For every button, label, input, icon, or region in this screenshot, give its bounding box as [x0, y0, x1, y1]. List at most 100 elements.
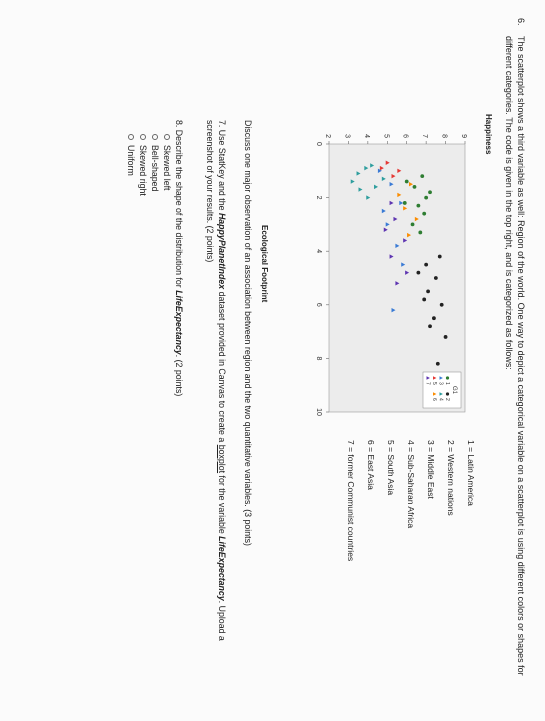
option-label: Bell-shaped — [150, 145, 160, 192]
data-point-series-5 — [397, 168, 402, 173]
code-4: 4 = Sub-Saharan Africa — [406, 440, 416, 529]
data-point-series-2 — [424, 262, 429, 267]
option-skewed-right[interactable]: Skewed right — [137, 134, 149, 396]
data-point-series-1 — [422, 211, 427, 216]
y-tick-label: 5 — [382, 134, 389, 138]
data-point-series-6 — [403, 206, 408, 211]
data-point-series-4 — [366, 195, 371, 200]
data-point-series-1 — [418, 230, 423, 235]
data-point-series-7 — [403, 238, 408, 243]
y-tick-label: 3 — [343, 134, 350, 138]
data-point-series-3 — [391, 307, 396, 313]
data-point-series-1 — [428, 190, 432, 195]
discuss-prompt: Discuss one major observation of an asso… — [243, 120, 253, 546]
q8-prompt: 8. Describe the shape of the distributio… — [173, 120, 185, 396]
boxplot-term: boxplot — [217, 444, 227, 474]
y-tick-label: 2 — [324, 134, 331, 138]
data-point-series-2 — [432, 316, 436, 321]
option-uniform[interactable]: Uniform — [125, 134, 137, 396]
radio-icon[interactable] — [128, 134, 134, 140]
data-point-series-3 — [389, 182, 394, 187]
legend-label: 4 — [438, 398, 444, 401]
data-point-series-2 — [433, 276, 438, 280]
data-point-series-6 — [414, 216, 419, 222]
question-8: 8. Describe the shape of the distributio… — [125, 120, 185, 396]
legend-label: 5 — [431, 382, 437, 385]
data-point-series-4 — [364, 165, 369, 171]
option-skewed-left[interactable]: Skewed left — [161, 134, 173, 396]
data-point-series-4 — [381, 176, 386, 182]
code-3: 3 = Middle East — [426, 440, 436, 499]
dataset-name: HappyPlanetIndex — [217, 212, 227, 290]
data-point-series-3 — [381, 208, 386, 214]
data-point-series-2 — [426, 289, 430, 294]
data-point-series-6 — [407, 232, 412, 238]
data-point-series-6 — [409, 182, 413, 187]
legend-label: 7 — [425, 382, 431, 385]
x-axis-label: Ecological Footprint — [260, 225, 269, 303]
y-tick-label: 9 — [460, 134, 467, 138]
data-point-series-1 — [402, 201, 407, 205]
q8-end: . (2 points) — [174, 354, 184, 397]
question-number: 6. — [516, 18, 526, 26]
legend-label: 3 — [438, 382, 444, 385]
option-label: Skewed left — [162, 145, 172, 191]
data-point-series-7 — [393, 216, 398, 222]
legend-marker — [426, 376, 430, 380]
legend-marker — [445, 376, 450, 380]
legend-title: G1 — [451, 386, 457, 395]
y-tick-label: 6 — [402, 134, 409, 138]
data-point-series-7 — [383, 227, 388, 232]
data-point-series-3 — [401, 262, 406, 267]
question-6: 6. The scatterplot shows a third variabl… — [503, 18, 527, 708]
code-1: 1 = Latin America — [466, 440, 476, 506]
legend-marker — [433, 376, 437, 380]
data-point-series-1 — [424, 195, 429, 200]
radio-icon[interactable] — [152, 134, 158, 140]
data-point-series-4 — [350, 179, 355, 184]
question-7: 7. Use StatKey and the HappyPlanetIndex … — [204, 120, 228, 680]
data-point-series-4 — [374, 184, 379, 190]
legend-label: 6 — [431, 398, 437, 401]
radio-icon[interactable] — [164, 134, 170, 140]
y-tick-label: 8 — [441, 134, 448, 138]
data-point-series-1 — [410, 222, 415, 227]
data-point-series-2 — [443, 335, 448, 339]
q7-pre: Use StatKey and the — [217, 129, 227, 213]
x-tick-label: 8 — [315, 356, 322, 360]
data-point-series-7 — [389, 254, 394, 259]
x-tick-label: 6 — [315, 303, 322, 307]
data-point-series-3 — [377, 168, 382, 173]
x-tick-label: 0 — [315, 142, 322, 146]
question-text: The scatterplot shows a third variable a… — [504, 36, 526, 676]
data-point-series-5 — [391, 173, 396, 179]
data-point-series-1 — [416, 203, 421, 208]
option-label: Skewed right — [138, 145, 148, 196]
y-tick-label: 7 — [421, 134, 428, 138]
legend-marker — [439, 392, 443, 396]
code-5: 5 = South Asia — [386, 440, 396, 496]
data-point-series-7 — [405, 270, 410, 275]
y-tick-label: 4 — [363, 134, 370, 138]
data-point-series-4 — [356, 171, 361, 176]
plot-area — [328, 143, 466, 413]
code-2: 2 = Western nations — [446, 440, 456, 516]
radio-icon[interactable] — [140, 134, 146, 140]
data-point-series-7 — [395, 281, 400, 286]
y-axis-label: Happiness — [484, 114, 493, 155]
code-6: 6 = East Asia — [366, 440, 376, 490]
data-point-series-7 — [389, 200, 394, 206]
option-label: Uniform — [126, 145, 136, 176]
data-point-series-4 — [370, 163, 375, 168]
legend-label: 2 — [444, 398, 450, 401]
region-codes: 1 = Latin America 2 = Western nations 3 … — [337, 440, 477, 561]
q7-mid: dataset provided in Canvas to create a — [217, 289, 227, 445]
variable-name: LifeExpectancy — [217, 536, 227, 601]
data-point-series-2 — [422, 297, 427, 302]
legend-box — [422, 371, 462, 409]
legend-marker — [445, 392, 450, 396]
option-bell-shaped[interactable]: Bell-shaped — [149, 134, 161, 396]
data-point-series-4 — [358, 187, 363, 192]
legend-label: 1 — [444, 382, 450, 385]
